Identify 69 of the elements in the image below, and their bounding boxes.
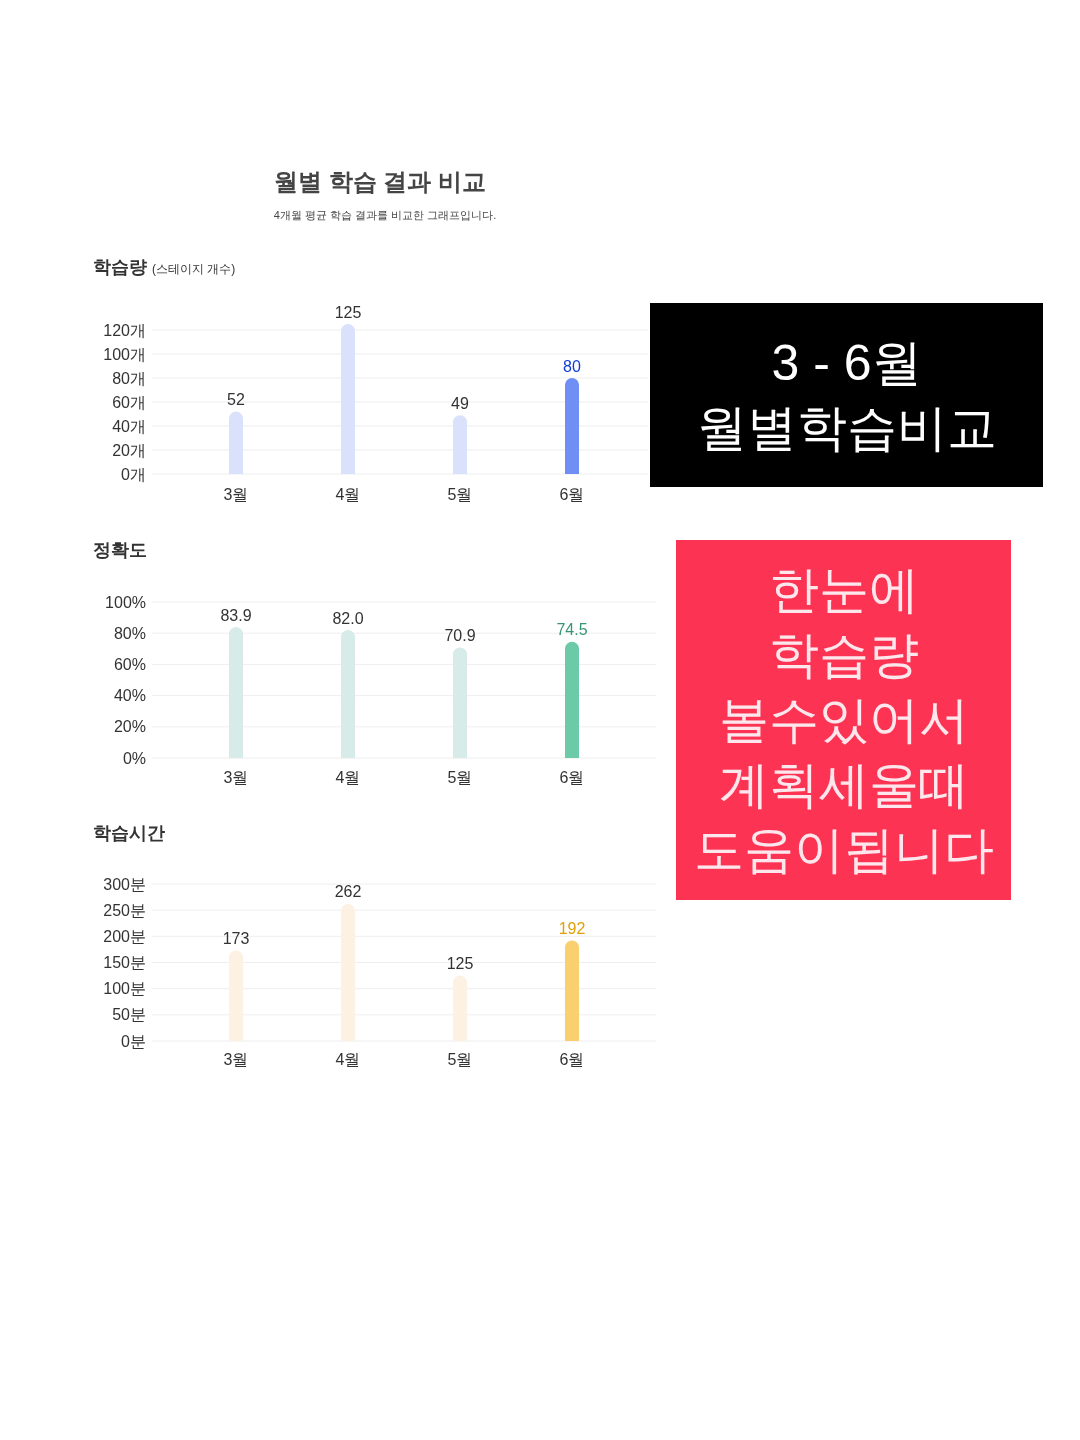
data-label: 192: [558, 920, 586, 938]
y-tick-label: 100분: [103, 980, 146, 998]
y-tick-label: 40개: [112, 417, 146, 435]
text: 4개월 평균 학습 결과를 비교한 그래프입니다.: [273, 209, 497, 221]
chart-title: 정확도: [93, 540, 147, 560]
bar: [341, 324, 355, 474]
bar: [453, 975, 467, 1041]
y-tick-label: 150분: [103, 954, 146, 971]
bar: [565, 641, 579, 758]
y-tick-label: 100개: [103, 345, 146, 363]
x-tick-label: 5월: [447, 1050, 473, 1068]
y-tick-label: 0개: [121, 465, 146, 483]
bar: [341, 630, 355, 758]
x-tick-label: 5월: [447, 485, 473, 503]
data-label: 80: [563, 357, 581, 375]
y-tick-label: 200분: [103, 927, 146, 945]
data-label: 70.9: [444, 626, 476, 644]
y-tick-label: 40%: [113, 687, 146, 705]
y-tick-label: 60%: [113, 655, 146, 673]
data-label: 173: [222, 929, 250, 947]
bar: [453, 647, 467, 758]
x-tick-label: 3월: [223, 1050, 249, 1068]
x-tick-label: 6월: [559, 485, 585, 503]
bar: [229, 411, 243, 474]
x-tick-label: 3월: [223, 485, 249, 503]
text: 학습량: [768, 627, 919, 683]
text: 3 - 6월: [771, 334, 922, 391]
text: 한눈에: [768, 562, 919, 618]
bar: [565, 940, 579, 1041]
y-tick-label: 250분: [103, 901, 146, 919]
data-label: 52: [227, 391, 245, 409]
x-tick-label: 3월: [223, 768, 249, 786]
y-tick-label: 50분: [112, 1006, 146, 1024]
bar: [453, 415, 467, 474]
text: 도움이됩니다: [693, 822, 994, 878]
x-tick-label: 4월: [335, 485, 361, 503]
y-tick-label: 0%: [122, 749, 146, 767]
text: 월별 학습 결과 비교: [273, 167, 487, 195]
x-tick-label: 4월: [335, 1050, 361, 1068]
bar: [565, 378, 579, 474]
data-label: 262: [334, 883, 362, 901]
chart-title: 학습량: [93, 257, 147, 277]
y-tick-label: 120개: [103, 321, 146, 339]
y-tick-label: 0분: [121, 1032, 146, 1050]
data-label: 82.0: [332, 609, 364, 627]
x-tick-label: 4월: [335, 768, 361, 786]
y-tick-label: 300분: [103, 875, 146, 893]
data-label: 125: [446, 955, 474, 973]
data-label: 83.9: [220, 606, 252, 624]
x-tick-label: 6월: [559, 768, 585, 786]
chart-title: 학습시간: [93, 823, 165, 843]
data-label: 49: [451, 394, 469, 412]
text: 계획세울때: [718, 757, 969, 813]
y-tick-label: 20%: [113, 718, 146, 736]
bar: [229, 627, 243, 758]
y-tick-label: 80개: [112, 369, 146, 387]
chart-subtitle: (스테이지 개수): [152, 262, 236, 276]
data-label: 74.5: [556, 621, 588, 639]
bar: [341, 903, 355, 1041]
x-tick-label: 5월: [447, 768, 473, 786]
x-tick-label: 6월: [559, 1050, 585, 1068]
y-tick-label: 80%: [113, 624, 146, 642]
y-tick-label: 20개: [112, 441, 146, 459]
data-label: 125: [334, 303, 362, 321]
text: 월별학습비교: [696, 399, 997, 456]
text: 볼수있어서: [718, 692, 969, 748]
bar: [229, 950, 243, 1041]
y-tick-label: 60개: [112, 393, 146, 411]
y-tick-label: 100%: [105, 593, 146, 611]
